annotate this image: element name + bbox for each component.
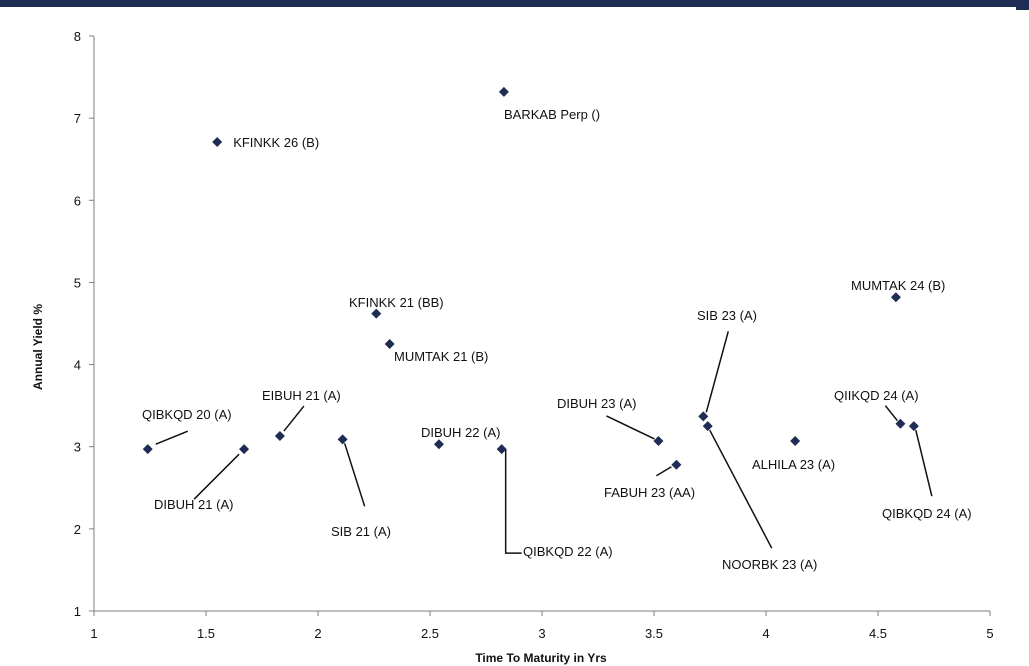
x-tick-label: 1 (90, 626, 97, 641)
data-label: MUMTAK 24 (B) (851, 278, 945, 293)
data-label: KFINKK 21 (BB) (349, 295, 444, 310)
data-label: MUMTAK 21 (B) (394, 349, 488, 364)
x-tick-label: 3 (538, 626, 545, 641)
leader-line (343, 443, 366, 507)
x-tick-label: 5 (986, 626, 993, 641)
data-label: DIBUH 22 (A) (421, 425, 500, 440)
x-tick-label: 3.5 (645, 626, 663, 641)
data-label: EIBUH 21 (A) (262, 388, 341, 403)
data-point (142, 444, 153, 455)
point-labels: QIBKQD 20 (A) KFINKK 26 (B) DIBUH 21 (A) EI… (142, 107, 972, 572)
y-tick-label: 2 (74, 522, 81, 537)
x-tick-label: 2 (314, 626, 321, 641)
y-axis-title: Annual Yield % (31, 304, 45, 390)
data-point (698, 411, 709, 422)
data-label: NOORBK 23 (A) (722, 557, 817, 572)
data-point (702, 421, 713, 432)
data-point (384, 339, 395, 350)
leader-line (884, 405, 898, 422)
leader-line (606, 415, 655, 440)
leader-line (155, 430, 189, 445)
data-point (908, 421, 919, 432)
data-point (671, 459, 682, 470)
leader-line (915, 430, 933, 497)
data-point (433, 439, 444, 450)
y-tick-label: 6 (74, 193, 81, 208)
data-point (653, 435, 664, 446)
data-point (274, 431, 285, 442)
leader-line (656, 466, 672, 477)
header-bar-edge (1016, 0, 1029, 10)
y-tick-label: 3 (74, 440, 81, 455)
leader-line (504, 449, 522, 554)
data-label: KFINKK 26 (B) (233, 135, 319, 150)
y-tick-label: 8 (74, 29, 81, 44)
x-tick-label: 2.5 (421, 626, 439, 641)
leader-lines (155, 331, 933, 554)
data-label: ALHILA 23 (A) (752, 457, 835, 472)
data-label: QIBKQD 22 (A) (523, 544, 613, 559)
data-point (895, 418, 906, 429)
data-label: QIBKQD 20 (A) (142, 407, 232, 422)
y-tick-label: 5 (74, 275, 81, 290)
data-point (498, 86, 509, 97)
axes: 1 1.5 2 2.5 3 3.5 4 4.5 5 1 2 3 4 5 6 7 8 (74, 29, 994, 641)
data-label: SIB 23 (A) (697, 308, 757, 323)
data-point (790, 435, 801, 446)
leader-line (283, 405, 305, 432)
data-point (212, 136, 223, 147)
data-label: FABUH 23 (AA) (604, 485, 695, 500)
leader-line (709, 429, 773, 549)
data-label: DIBUH 23 (A) (557, 396, 636, 411)
data-point (890, 292, 901, 303)
y-tick-label: 7 (74, 111, 81, 126)
y-tick-label: 1 (74, 604, 81, 619)
data-label: QIBKQD 24 (A) (882, 506, 972, 521)
x-tick-label: 4.5 (869, 626, 887, 641)
leader-line (193, 453, 240, 500)
x-tick-label: 4 (762, 626, 769, 641)
data-point (496, 444, 507, 455)
data-points (142, 86, 919, 470)
header-bar (0, 0, 1029, 7)
x-axis-title: Time To Maturity in Yrs (475, 651, 607, 665)
data-point (239, 444, 250, 455)
data-label: BARKAB Perp () (504, 107, 600, 122)
data-point (337, 434, 348, 445)
data-point (371, 308, 382, 319)
data-label: QIIKQD 24 (A) (834, 388, 919, 403)
data-label: DIBUH 21 (A) (154, 497, 233, 512)
leader-line (705, 331, 730, 413)
data-label: SIB 21 (A) (331, 524, 391, 539)
x-tick-label: 1.5 (197, 626, 215, 641)
y-tick-label: 4 (74, 358, 81, 373)
